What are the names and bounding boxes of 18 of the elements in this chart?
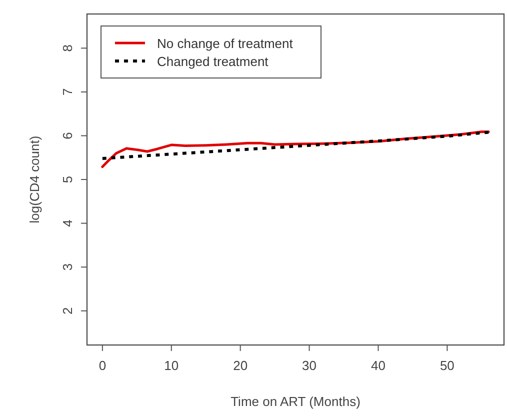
x-tick-label: 0	[98, 358, 106, 373]
x-tick-label: 10	[164, 358, 179, 373]
y-tick-label: 2	[60, 307, 75, 314]
x-tick-label: 20	[233, 358, 248, 373]
y-tick-label: 4	[60, 220, 75, 227]
x-tick-label: 50	[440, 358, 454, 373]
y-tick-label: 8	[60, 44, 75, 52]
x-tick-label: 30	[302, 358, 317, 373]
y-axis-title: log(CD4 count)	[27, 136, 42, 224]
legend-label: No change of treatment	[157, 36, 294, 51]
y-tick-label: 3	[60, 263, 75, 271]
y-tick-label: 6	[60, 132, 75, 140]
x-tick-label: 40	[371, 358, 386, 373]
y-tick-label: 5	[60, 176, 75, 184]
x-axis-title: Time on ART (Months)	[230, 394, 360, 409]
legend-label: Changed treatment	[157, 54, 269, 69]
y-tick-label: 7	[60, 88, 75, 96]
line-series	[100, 130, 490, 160]
